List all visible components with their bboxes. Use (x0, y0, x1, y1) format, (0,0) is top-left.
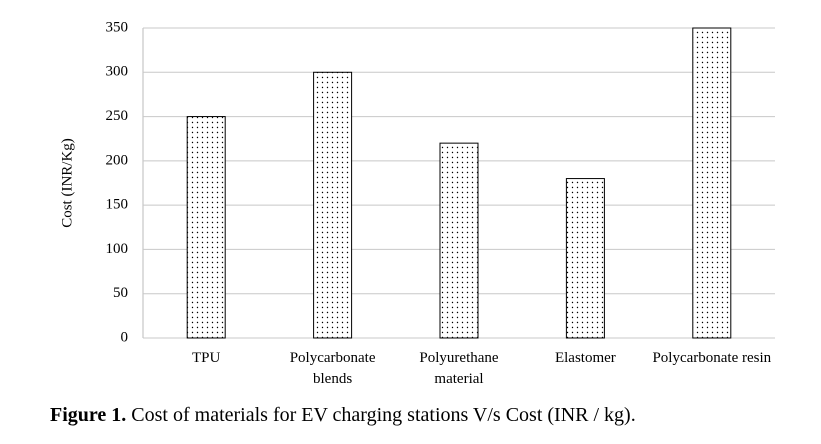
x-tick-label: TPU (192, 350, 221, 366)
y-tick-label: 250 (106, 108, 129, 124)
y-axis-label: Cost (INR/Kg) (59, 138, 75, 228)
x-tick-label: Elastomer (554, 350, 616, 366)
caption-text: Cost of materials for EV charging statio… (131, 404, 636, 426)
y-tick-label: 200 (106, 152, 129, 168)
y-tick-label: 150 (106, 197, 129, 213)
x-tick-label: Polycarbonate resin (652, 350, 772, 366)
y-tick-label: 0 (121, 329, 129, 345)
y-tick-label: 300 (106, 64, 129, 80)
x-tick-label: Polyurethane material (419, 350, 499, 387)
bar (313, 71, 353, 339)
bar (186, 116, 226, 339)
bar (692, 27, 732, 339)
bar (439, 142, 479, 339)
y-tick-label: 100 (106, 241, 129, 257)
caption: Figure 1. Cost of materials for EV charg… (50, 404, 636, 427)
y-tick-label: 350 (106, 19, 129, 35)
caption-label: Figure 1. (50, 404, 127, 426)
x-tick-label: Polycarbonate blends (289, 350, 376, 387)
bar (565, 178, 605, 339)
y-tick-label: 50 (113, 285, 128, 301)
